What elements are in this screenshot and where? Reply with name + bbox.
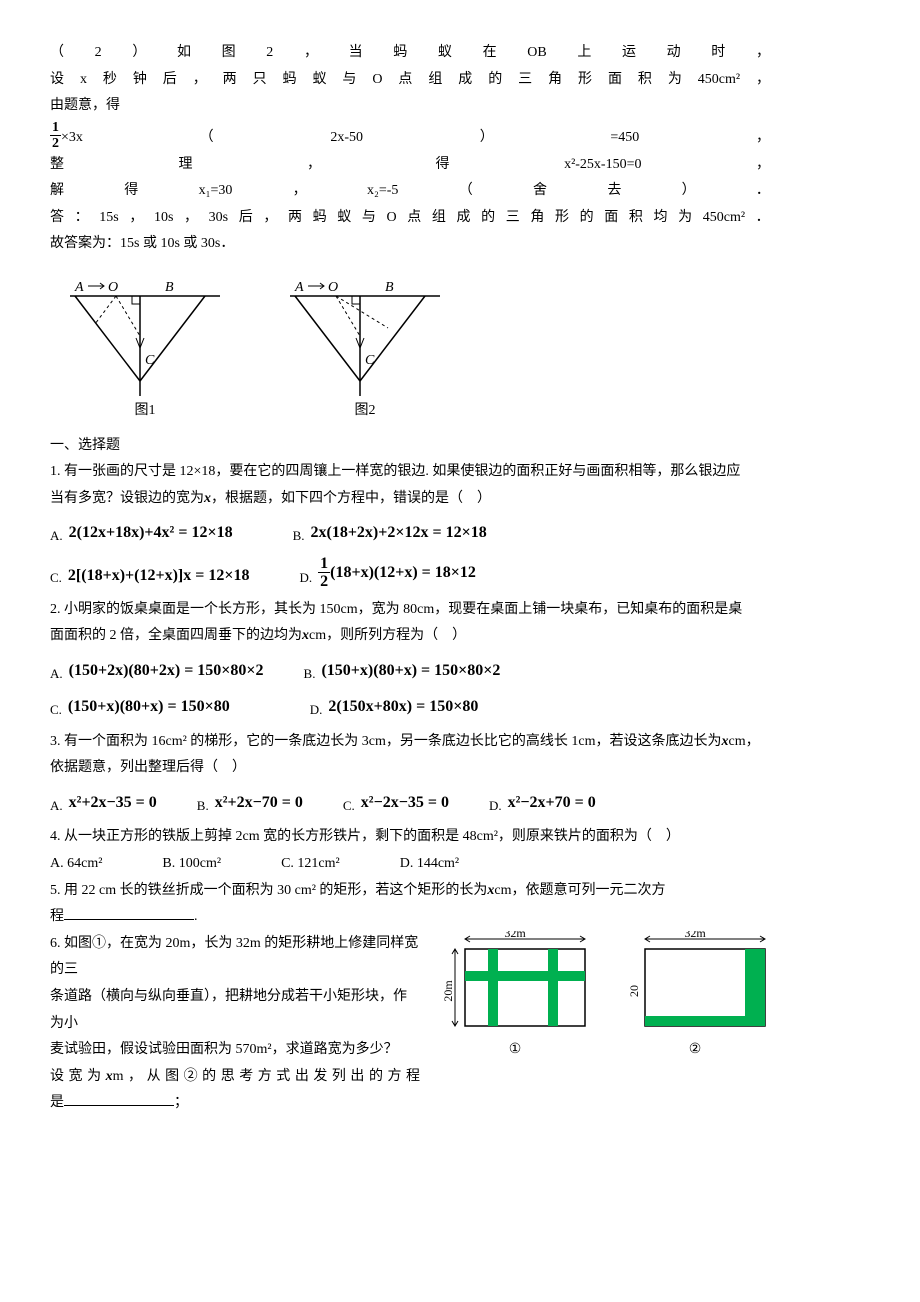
svg-text:32m: 32m xyxy=(684,931,706,940)
q5-stem: 5. 用 22 cm 长的铁丝折成一个面积为 30 cm² 的矩形，若这个矩形的… xyxy=(50,878,770,931)
solution-line-7: 答：15s，10s，30s后，两蚂蚁与O点组成的三角形的面积均为450cm²． xyxy=(50,205,770,232)
q3-option-d: D.x²−2x+70 = 0 xyxy=(489,788,596,818)
label-O: O xyxy=(108,280,118,295)
svg-text:A: A xyxy=(294,280,304,295)
q1-stem: 1. 有一张画的尺寸是 12×18，要在它的四周镶上一样宽的银边. 如果使银边的… xyxy=(50,459,770,512)
q1-option-b: B.2x(18+2x)+2×12x = 12×18 xyxy=(293,518,487,548)
q2-stem: 2. 小明家的饭桌桌面是一个长方形，其长为 150cm，宽为 80cm，现要在桌… xyxy=(50,597,770,650)
section-heading: 一、选择题 xyxy=(50,433,770,460)
q2-option-d: D.2(150x+80x) = 150×80 xyxy=(310,692,479,722)
q1-option-d: D. 12 (18+x)(12+x) = 18×12 xyxy=(299,555,475,591)
q3-option-c: C.x²−2x−35 = 0 xyxy=(343,788,449,818)
q4-stem: 4. 从一块正方形的铁版上剪掉 2cm 宽的长方形铁片，剩下的面积是 48cm²… xyxy=(50,824,770,851)
fraction-half: 1 2 xyxy=(50,120,61,152)
solution-line-2: 设x秒钟后，两只蚂蚁与O点组成的三角形面积为450cm²， xyxy=(50,67,770,94)
q6-figure-2: 32m20 ② xyxy=(620,931,770,1064)
label-C: C xyxy=(145,353,155,368)
svg-text:32m: 32m xyxy=(504,931,526,940)
q2-option-a: A.(150+2x)(80+2x) = 150×80×2 xyxy=(50,656,264,686)
q6-stem: 6. 如图①，在宽为 20m，长为 32m 的矩形耕地上修建同样宽的三 条道路（… xyxy=(50,931,420,1117)
svg-text:20m: 20m xyxy=(441,979,455,1001)
diagram-2-caption: 图2 xyxy=(355,398,376,425)
diagram-2: A O B C 图2 xyxy=(290,276,440,425)
svg-text:B: B xyxy=(385,280,394,295)
svg-text:O: O xyxy=(328,280,338,295)
solution-line-3: 由题意，得 xyxy=(50,93,770,120)
q3-option-a: A.x²+2x−35 = 0 xyxy=(50,788,157,818)
q3-stem: 3. 有一个面积为 16cm² 的梯形，它的一条底边长为 3cm，另一条底边长比… xyxy=(50,729,770,782)
q1-option-a: A.2(12x+18x)+4x² = 12×18 xyxy=(50,518,233,548)
q2-option-b: B.(150+x)(80+x) = 150×80×2 xyxy=(304,656,501,686)
solution-line-5: 整理，得x²-25x-150=0， xyxy=(50,152,770,179)
solution-line-6: 解得x₁=30，x₂=-5（舍去）． xyxy=(50,178,770,205)
q5-blank xyxy=(64,905,194,920)
svg-text:C: C xyxy=(365,353,375,368)
solution-line-1: （2）如图2，当蚂蚁在OB上运动时， xyxy=(50,40,770,67)
diagram-row: A O B C 图1 A O B C 图2 xyxy=(70,276,770,425)
q2-option-c: C.(150+x)(80+x) = 150×80 xyxy=(50,692,230,722)
q6-figures: 32m 20m ① 32m20 ② xyxy=(440,931,770,1117)
diagram-1: A O B C 图1 xyxy=(70,276,220,425)
label-B: B xyxy=(165,280,174,295)
diagram-1-caption: 图1 xyxy=(135,398,156,425)
label-A: A xyxy=(74,280,84,295)
svg-text:20: 20 xyxy=(627,985,641,997)
q1-option-c: C.2[(18+x)+(12+x)]x = 12×18 xyxy=(50,561,249,591)
solution-line-8: 故答案为：15s 或 10s 或 30s． xyxy=(50,231,770,258)
q6-figure-1: 32m 20m ① xyxy=(440,931,590,1064)
q4-options: A. 64cm² B. 100cm² C. 121cm² D. 144cm² xyxy=(50,851,770,878)
q3-option-b: B.x²+2x−70 = 0 xyxy=(197,788,303,818)
q6-blank xyxy=(64,1091,174,1106)
solution-line-4: 1 2 ×3x （ 2x-50 ） =450 ， xyxy=(50,120,770,152)
